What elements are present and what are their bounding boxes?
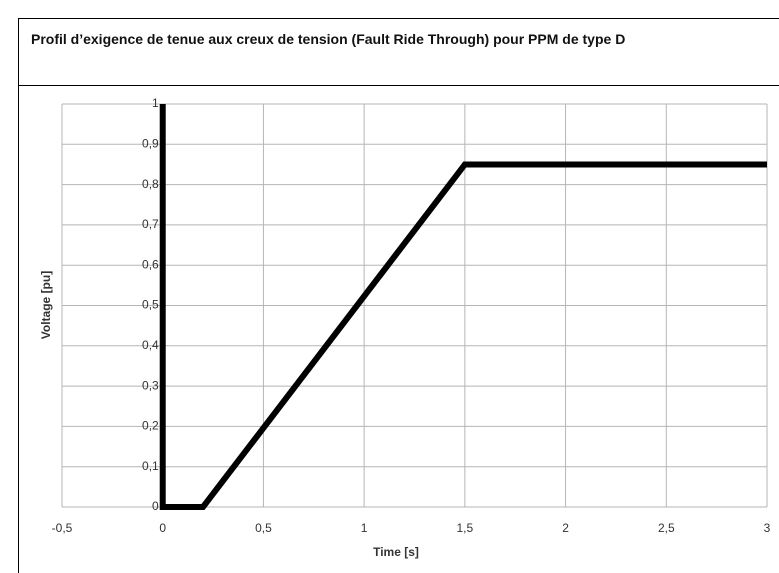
y-tick-label: 1 <box>152 96 159 110</box>
y-tick-label: 0,3 <box>142 378 159 392</box>
y-tick-label: 0,4 <box>142 338 159 352</box>
y-tick-label: 0,1 <box>142 459 159 473</box>
x-tick-label: 1 <box>361 521 368 535</box>
chart-title: Profil d’exigence de tenue aux creux de … <box>31 31 626 47</box>
document-frame <box>18 18 779 573</box>
x-tick-label: -0,5 <box>52 521 73 535</box>
y-tick-label: 0,6 <box>142 257 159 271</box>
y-tick-label: 0,5 <box>142 298 159 312</box>
y-tick-label: 0,2 <box>142 419 159 433</box>
data-line <box>159 104 767 510</box>
x-tick-label: 2,5 <box>658 521 675 535</box>
y-axis-label: Voltage [pu] <box>39 271 53 339</box>
header-cell: Profil d’exigence de tenue aux creux de … <box>19 19 779 86</box>
y-tick-label: 0,8 <box>142 177 159 191</box>
x-axis-label: Time [s] <box>373 545 419 559</box>
x-tick-label: 0,5 <box>255 521 272 535</box>
y-tick-label: 0 <box>152 499 159 513</box>
x-tick-label: 1,5 <box>457 521 474 535</box>
x-tick-label: 0 <box>159 521 166 535</box>
y-tick-label: 0,9 <box>142 136 159 150</box>
y-tick-label: 0,7 <box>142 217 159 231</box>
x-tick-label: 2 <box>562 521 569 535</box>
x-tick-label: 3 <box>764 521 771 535</box>
